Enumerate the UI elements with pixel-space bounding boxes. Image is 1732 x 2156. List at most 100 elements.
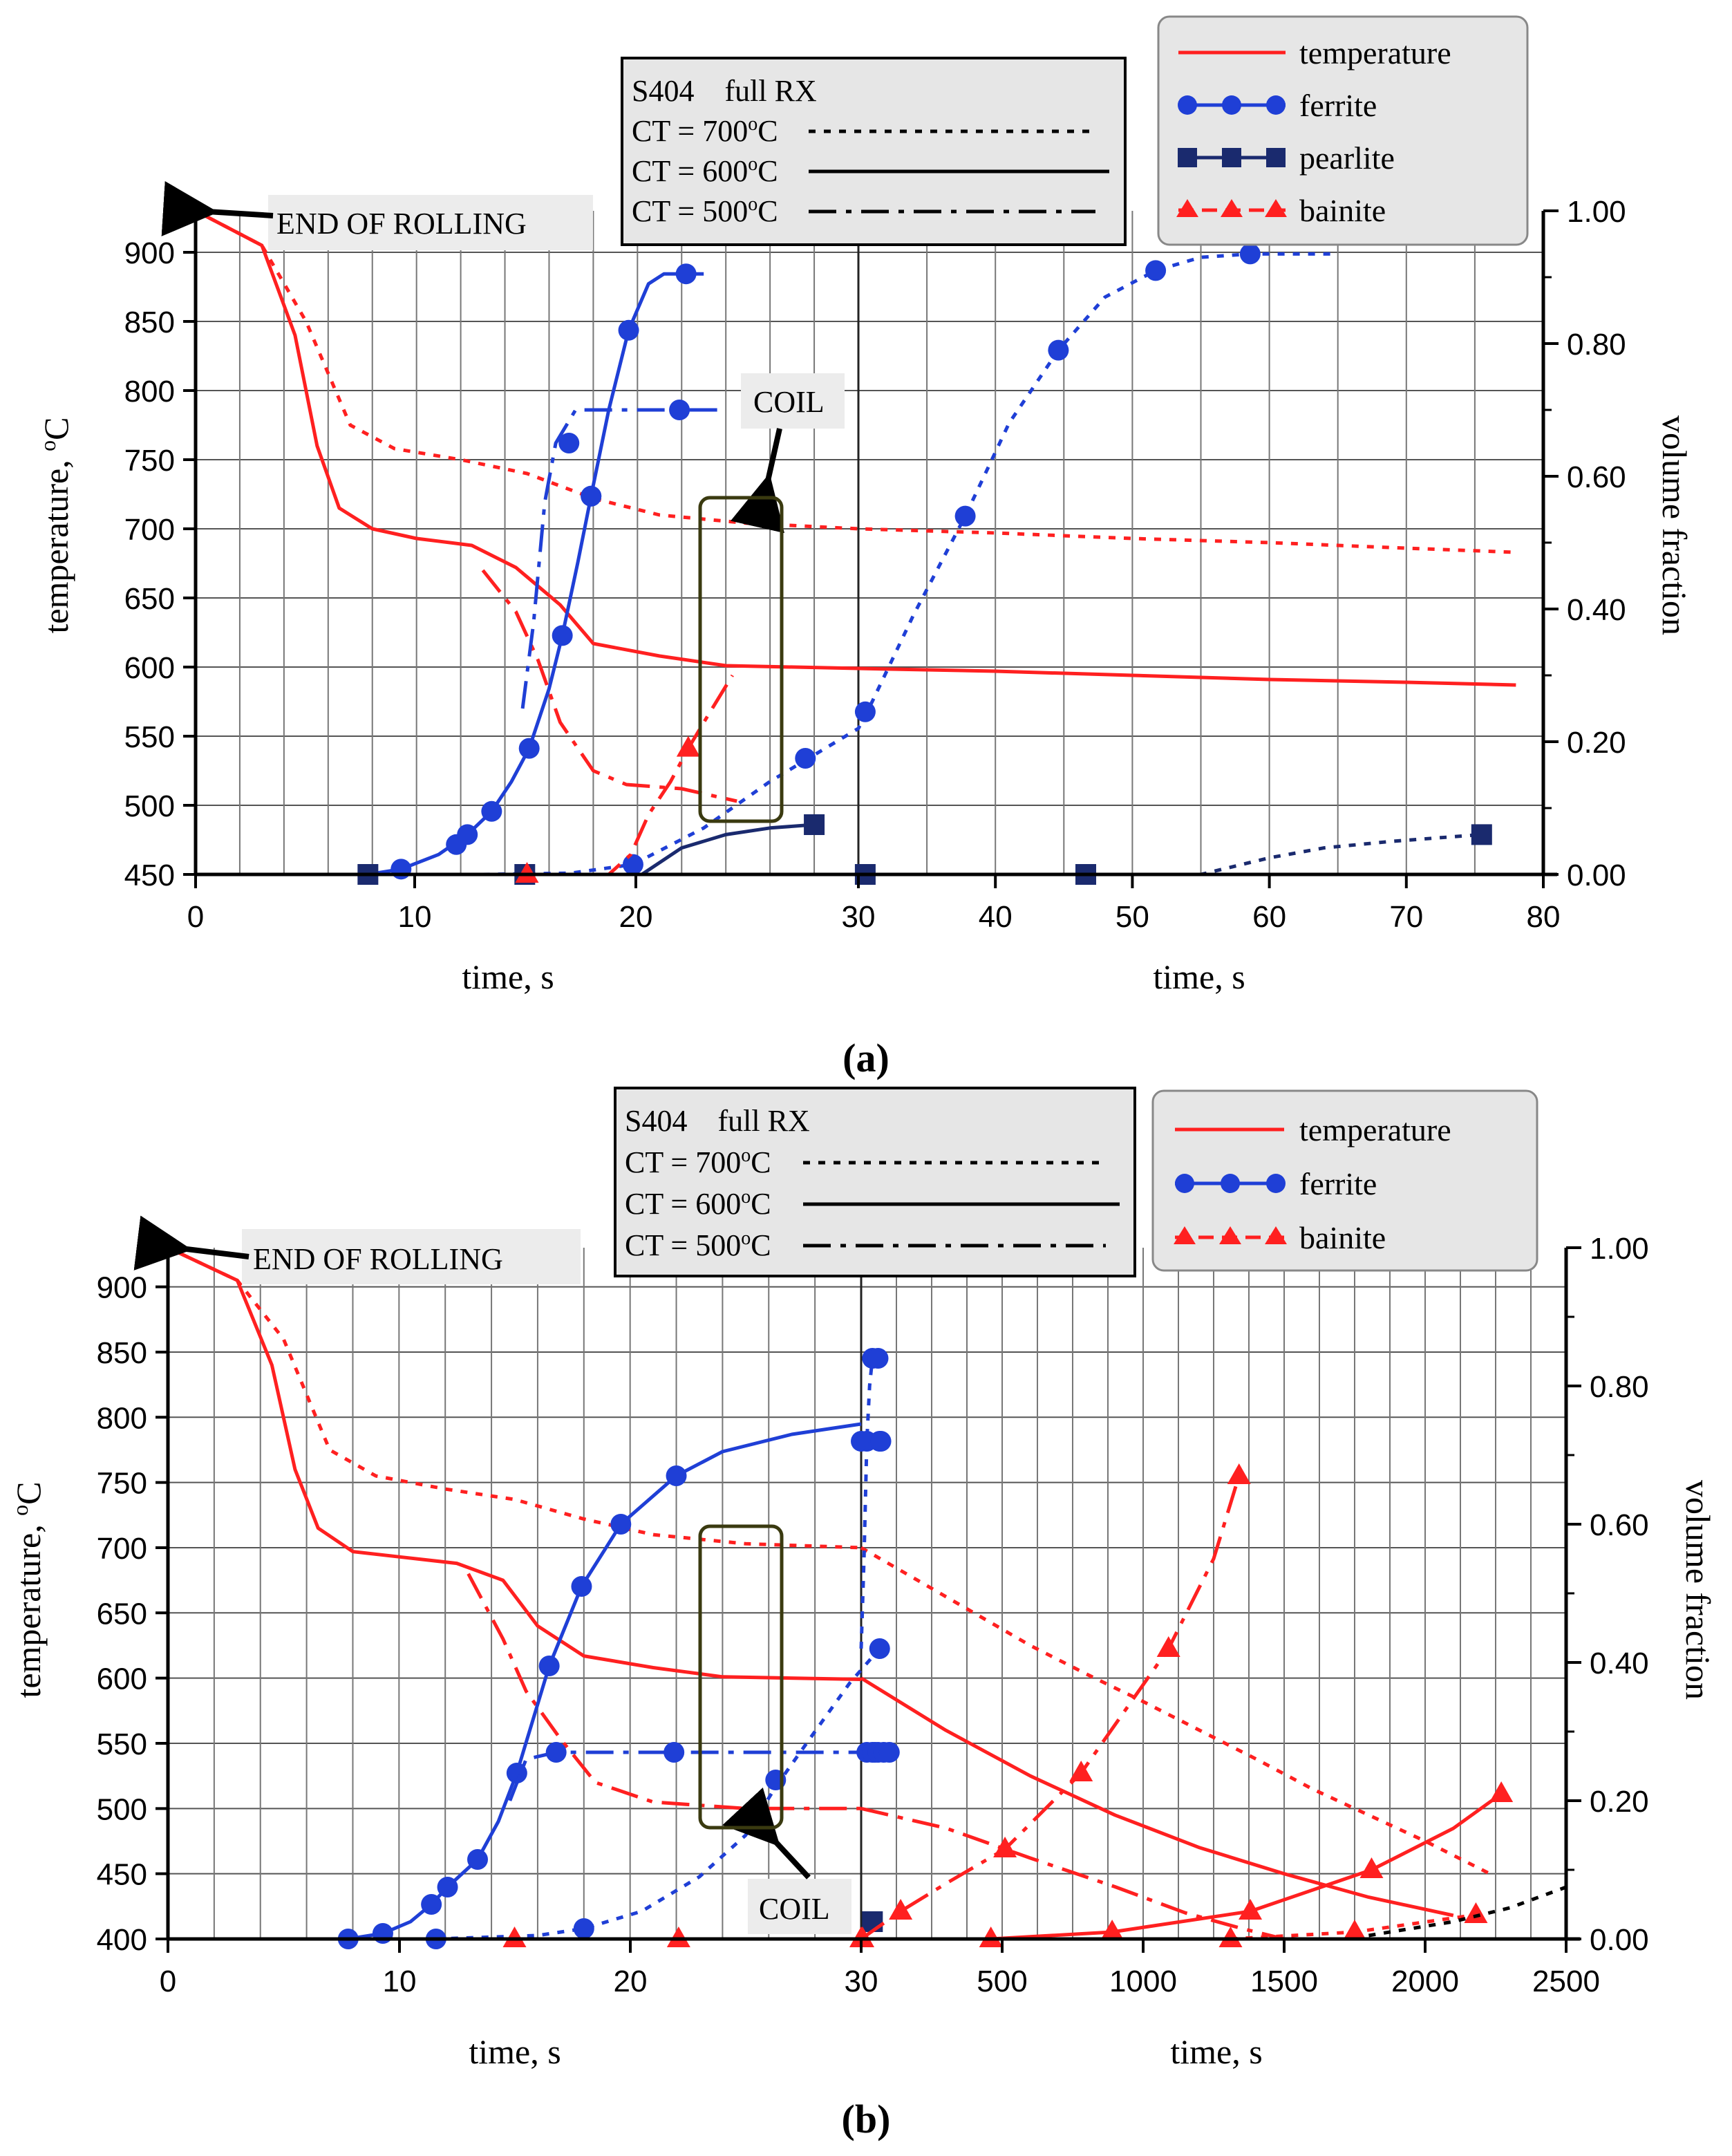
legend-b-ferrite-label: ferrite	[1299, 1166, 1377, 1201]
panel-a-x-left-title: time, s	[462, 957, 554, 996]
pearlite-marker	[1471, 824, 1492, 845]
right-tick-label: 0.60	[1590, 1508, 1649, 1542]
panel-b-ct-500-label: CT = 500oC	[625, 1228, 771, 1262]
panel-a-right-axis-title: volume fraction	[1655, 415, 1694, 635]
left-tick-label: 400	[97, 1923, 147, 1957]
right-tick-label: 0.40	[1590, 1647, 1649, 1680]
series-line	[367, 272, 704, 877]
ferrite-marker	[622, 854, 643, 875]
ferrite-marker	[558, 433, 580, 453]
panel-b-x-right-title: time, s	[1170, 2032, 1262, 2071]
series-line	[860, 1806, 1285, 1941]
panel-a: 4505005506006507007508008509000.000.200.…	[35, 15, 1694, 1080]
ferrite-marker	[878, 1742, 900, 1763]
panel-a-series	[194, 209, 1516, 885]
panel-b-left-axis-sup: o	[8, 1505, 32, 1516]
panel-b-end-of-rolling-arrow	[133, 1215, 250, 1271]
bainite-marker	[1069, 1761, 1093, 1781]
panel-a-ct-legend-title: S404 full RX	[632, 74, 817, 108]
right-tick-label: 1.00	[1590, 1232, 1649, 1266]
panel-b-label: (b)	[842, 2097, 891, 2141]
ferrite-marker	[610, 1514, 632, 1535]
panel-b-left-axis-unit: C	[9, 1481, 48, 1504]
left-tick-label: 900	[124, 236, 175, 270]
x-left-tick-label: 0	[187, 900, 204, 934]
ferrite-marker	[1048, 339, 1069, 361]
series-line	[520, 408, 726, 709]
ferrite-marker	[666, 1465, 687, 1486]
panel-b-ct-700-label: CT = 700oC	[625, 1145, 771, 1179]
legend-a-ferrite-label: ferrite	[1299, 88, 1377, 123]
panel-a-x-right-title: time, s	[1153, 957, 1245, 996]
right-tick-label: 0.80	[1567, 328, 1626, 362]
bainite-marker	[1359, 1857, 1384, 1878]
right-tick-label: 1.00	[1567, 195, 1626, 229]
x-right-tick-label: 2500	[1532, 1965, 1600, 1998]
panel-a-end-of-rolling-arrow	[161, 181, 274, 236]
panel-a-end-of-rolling-label: END OF ROLLING	[276, 207, 527, 241]
series-line	[860, 1475, 1241, 1941]
panel-a-left-axis-sup: o	[35, 440, 60, 451]
ferrite-marker	[457, 824, 478, 845]
left-tick-label: 750	[97, 1467, 147, 1501]
ferrite-marker	[573, 1918, 594, 1939]
ferrite-marker	[421, 1894, 442, 1915]
bainite-marker	[1239, 1899, 1263, 1920]
ferrite-marker	[390, 859, 412, 880]
left-tick-label: 800	[124, 375, 175, 409]
panel-a-ct-500-label: CT = 500oC	[632, 194, 778, 228]
series-line	[194, 209, 1516, 554]
panel-a-coil-label: COIL	[753, 385, 825, 419]
series-line	[525, 823, 815, 877]
legend-a-pearlite-label: pearlite	[1299, 140, 1395, 176]
legend-a-ferrite-marker	[1178, 95, 1197, 115]
panel-a-label: (a)	[843, 1035, 889, 1080]
left-tick-label: 500	[97, 1792, 147, 1826]
panel-b-axes: 400 450 500 550 600 650 700 750 800 850 900 0.00 0.2…	[97, 1232, 1649, 1998]
series-line	[167, 1246, 862, 1550]
panel-a-ct-legend: S404 full RX CT = 700oC CT = 600oC CT = …	[621, 57, 1127, 246]
bainite-marker	[502, 1927, 527, 1947]
bainite-marker	[1464, 1902, 1488, 1923]
bainite-marker	[666, 1927, 690, 1947]
ferrite-marker	[538, 1656, 560, 1676]
ferrite-marker	[571, 1576, 592, 1597]
panel-a-coil-arrow	[730, 428, 784, 534]
x-right-tick-label: 50	[1116, 900, 1149, 934]
x-left-tick-label: 0	[160, 1965, 176, 1998]
legend-a-temperature-label: temperature	[1299, 35, 1451, 71]
x-right-tick-label: 60	[1252, 900, 1286, 934]
panel-b-coil-label: COIL	[759, 1892, 830, 1926]
ferrite-marker	[581, 485, 602, 507]
panel-b-coil-arrow	[722, 1787, 811, 1880]
panel-a-left-axis-label: temperature,	[37, 451, 75, 634]
panel-b-right-axis-title: volume fraction	[1679, 1480, 1717, 1700]
legend-b-bainite-label: bainite	[1299, 1220, 1386, 1255]
left-tick-label: 550	[97, 1727, 147, 1761]
left-tick-label: 650	[124, 582, 175, 616]
legend-a-ferrite-marker	[1222, 95, 1241, 115]
ferrite-marker	[870, 1431, 892, 1452]
panel-a-ct-600-label: CT = 600oC	[632, 153, 778, 188]
bainite-marker	[515, 862, 539, 883]
legend-a-ferrite-marker	[1266, 95, 1286, 115]
legend-b-temperature-label: temperature	[1299, 1112, 1451, 1147]
ferrite-marker	[867, 1348, 889, 1369]
series-line	[167, 1246, 862, 1681]
bainite-marker	[1343, 1920, 1366, 1940]
series-line	[508, 1750, 861, 1801]
ferrite-marker	[669, 400, 690, 420]
panel-a-end-of-rolling-bg	[268, 195, 593, 250]
x-right-tick-label: 70	[1389, 900, 1423, 934]
bainite-marker	[1227, 1463, 1251, 1484]
panel-b-left-axis-title: temperature, oC	[8, 1481, 48, 1698]
bainite-marker	[979, 1927, 1003, 1947]
series-line	[482, 252, 1338, 877]
panel-a-series-legend: temperature ferrite pearlite bainite	[1157, 15, 1529, 246]
panel-b-ct-legend-title: S404 full RX	[625, 1104, 810, 1138]
bainite-marker	[676, 735, 700, 757]
ferrite-marker	[481, 800, 502, 822]
left-tick-label: 850	[124, 306, 175, 339]
x-right-tick-label: 1000	[1109, 1965, 1177, 1998]
